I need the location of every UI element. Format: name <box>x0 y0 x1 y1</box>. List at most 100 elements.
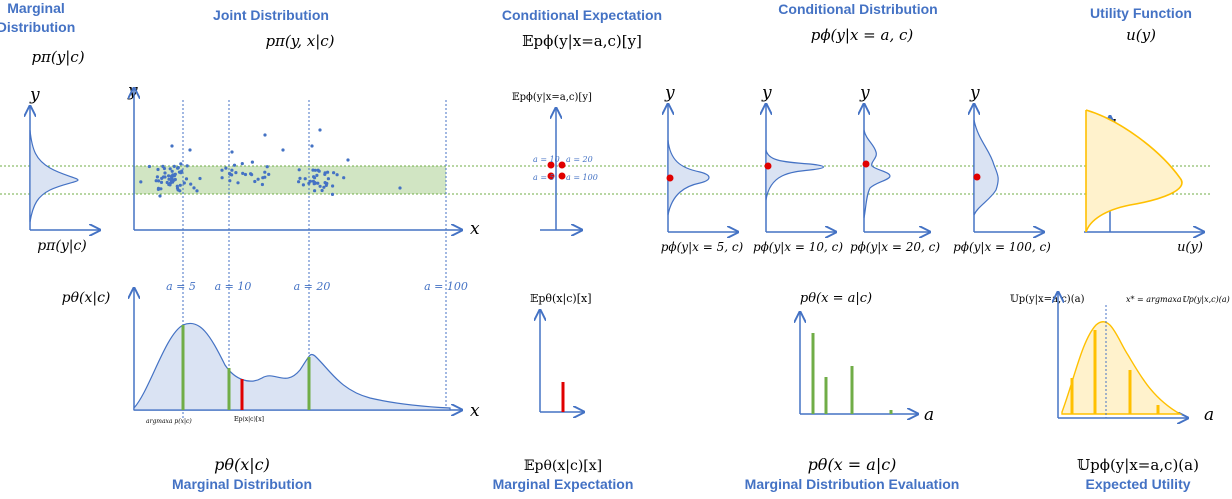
scatter-point <box>313 168 317 172</box>
scatter-point <box>263 133 267 137</box>
scatter-point <box>198 176 202 181</box>
scatter-point <box>172 164 176 168</box>
scatter-point <box>155 175 159 179</box>
scatter-point <box>310 144 314 148</box>
scatter-point <box>170 176 174 180</box>
scatter-point <box>156 167 160 172</box>
p-theta-left-label: pθ(x|c) <box>62 290 111 306</box>
formula-utility: u(y) <box>1126 26 1156 44</box>
formula-cond-exp: 𝔼pϕ(y|x=a,c)[y] <box>522 32 642 50</box>
scatter-point <box>189 182 193 186</box>
dot-a100 <box>558 172 566 180</box>
cond-dist-2: y pϕ(y|x = 10, c) <box>753 83 843 254</box>
scatter-point <box>161 175 166 179</box>
p-pi-bottom-label: pπ(y|c) <box>37 238 87 254</box>
y-axis-label-c4: y <box>969 83 980 103</box>
scatter-point <box>241 171 245 175</box>
scatter-point <box>139 180 143 184</box>
scatter-point <box>260 182 264 187</box>
cond-dist-1: y pϕ(y|x = 5, c) <box>661 83 744 254</box>
cond-caption-2: pϕ(y|x = 10, c) <box>753 240 843 254</box>
expected-utility-curve <box>1061 321 1183 415</box>
header-utility: Utility Function <box>1090 5 1192 21</box>
scatter-point <box>172 173 177 177</box>
scatter-point <box>220 176 224 180</box>
scatter-point <box>298 176 302 180</box>
a-label-20: a = 20 <box>294 280 331 293</box>
scatter-point <box>265 165 269 169</box>
bottom-title-marginal: Marginal Distribution <box>172 476 312 492</box>
bottom-formula-eval: pθ(x = a|c) <box>808 455 897 474</box>
e-small-label: 𝔼p(x|c)[x] <box>234 416 264 423</box>
scatter-point <box>297 180 301 184</box>
marginal-theta-curve <box>133 322 451 411</box>
formula-joint: pπ(y, x|c) <box>265 32 334 50</box>
y-axis-label-2: y <box>127 81 138 101</box>
scatter-point <box>156 186 161 190</box>
a-axis-label-ev: a <box>924 405 934 425</box>
scatter-point <box>311 168 315 172</box>
scatter-point <box>281 148 285 152</box>
scatter-point <box>158 194 162 198</box>
scatter-point <box>323 181 327 185</box>
scatter-point <box>308 179 312 183</box>
y-axis-label-c3: y <box>859 83 870 103</box>
scatter-point <box>253 179 257 184</box>
scatter-point <box>330 192 335 196</box>
argmax-label: argmaxa p(x|c) <box>146 418 192 425</box>
scatter-point <box>162 166 166 171</box>
scatter-point <box>230 150 234 154</box>
scatter-point <box>324 183 328 187</box>
cond-curve-3 <box>863 129 891 219</box>
scatter-point <box>185 164 189 168</box>
a-axis-label-eu: a <box>1204 405 1214 425</box>
scatter-point <box>256 177 260 181</box>
scatter-point <box>154 179 158 183</box>
dot-label-a100: a = 100 <box>566 173 598 182</box>
scatter-point <box>326 177 330 181</box>
scatter-point <box>263 170 267 174</box>
dot-a10 <box>547 161 555 169</box>
scatter-point <box>224 166 228 170</box>
scatter-point <box>250 160 254 164</box>
bottom-title-eval: Marginal Distribution Evaluation <box>745 476 960 492</box>
cond-curve-1 <box>667 139 710 216</box>
scatter-point <box>318 128 322 132</box>
scatter-point <box>315 173 319 177</box>
scatter-point <box>157 179 161 183</box>
formula-marginal-pi: pπ(y|c) <box>31 48 84 66</box>
scatter-point <box>175 186 180 190</box>
bottom-formula-marginal: pθ(x|c) <box>214 455 270 474</box>
scatter-point <box>182 181 186 185</box>
dot-label-a20: a = 20 <box>566 155 593 164</box>
cond-dist-4: y pϕ(y|x = 100, c) <box>953 83 1051 254</box>
e-marginal-ylabel: 𝔼pθ(x|c)[x] <box>530 292 592 306</box>
cond-dot-4 <box>973 173 981 181</box>
cond-dot-3 <box>862 160 870 168</box>
scatter-point <box>220 168 224 172</box>
y-axis-label-1: y <box>29 85 40 105</box>
scatter-point <box>234 171 238 175</box>
scatter-point <box>313 189 317 193</box>
x-axis-label-m: x <box>470 401 480 421</box>
p-theta-eval-label: pθ(x = a|c) <box>800 291 872 306</box>
scatter-point <box>267 172 271 176</box>
scatter-point <box>301 183 305 187</box>
scatter-point <box>317 169 321 173</box>
scatter-point <box>230 168 234 172</box>
utility-curve <box>1085 109 1183 233</box>
cond-curve-2 <box>765 149 825 201</box>
scatter-point <box>316 181 320 185</box>
scatter-point <box>243 172 248 177</box>
scatter-point <box>323 172 327 176</box>
scatter-point <box>313 181 317 185</box>
scatter-point <box>236 181 240 185</box>
scatter-point <box>168 167 172 171</box>
scatter-point <box>184 177 189 181</box>
scatter-point <box>240 162 244 166</box>
cond-dot-1 <box>666 174 674 182</box>
u-ylabel: 𝕌p(y|x=a,c)(a) <box>1010 294 1085 305</box>
cond-dot-2 <box>764 162 772 170</box>
dot-a5 <box>547 172 555 180</box>
scatter-point <box>318 184 322 188</box>
